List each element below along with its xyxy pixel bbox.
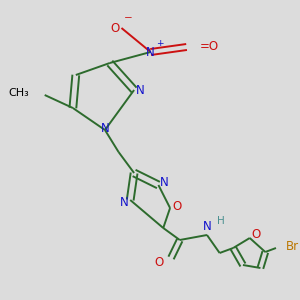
Text: N: N (136, 83, 145, 97)
Text: N: N (100, 122, 109, 134)
Text: CH₃: CH₃ (8, 88, 29, 98)
Text: =O: =O (200, 40, 219, 53)
Text: O: O (110, 22, 119, 34)
Text: O: O (252, 227, 261, 241)
Text: Br: Br (286, 239, 299, 253)
Text: H: H (217, 216, 224, 226)
Text: N: N (119, 196, 128, 208)
Text: +: + (156, 38, 163, 47)
Text: N: N (146, 46, 155, 59)
Text: O: O (172, 200, 181, 212)
Text: N: N (202, 220, 211, 233)
Text: O: O (155, 256, 164, 268)
Text: −: − (124, 13, 133, 23)
Text: N: N (160, 176, 169, 190)
